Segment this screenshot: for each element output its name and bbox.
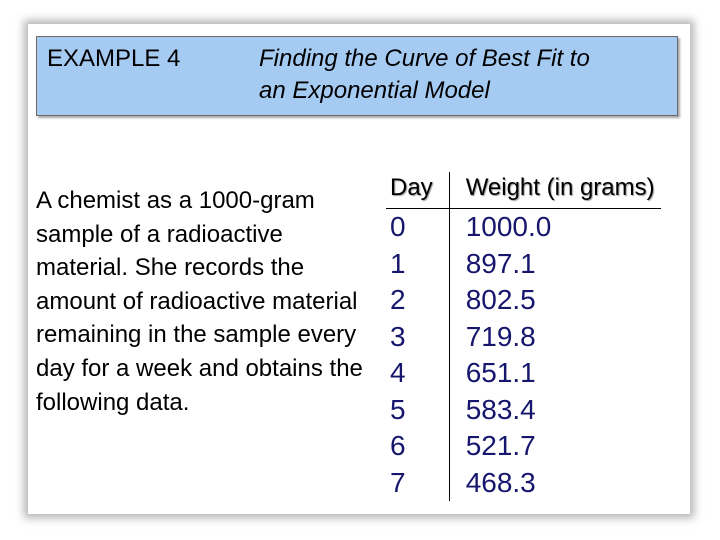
table-row: 0 1000.0 xyxy=(386,208,661,246)
weight-cell: 468.3 xyxy=(465,466,536,498)
weight-cell: 897.1 xyxy=(465,247,536,279)
table-row: 1 897.1 xyxy=(386,245,661,282)
day-cell: 6 xyxy=(386,428,450,465)
problem-statement: A chemist as a 1000-gram sample of a rad… xyxy=(36,187,363,416)
day-cell: 7 xyxy=(386,464,450,501)
header-day: Day xyxy=(386,172,450,209)
day-cell: 0 xyxy=(386,208,450,246)
table-row: 6 521.7 xyxy=(386,428,661,465)
table-row: 5 583.4 xyxy=(386,391,661,428)
day-cell: 3 xyxy=(386,318,450,355)
day-cell: 1 xyxy=(386,245,450,282)
example-label: EXAMPLE 4 xyxy=(47,45,181,72)
weight-cell: 1000.0 xyxy=(465,211,552,242)
day-cell: 2 xyxy=(386,282,450,319)
table-row: 3 719.8 xyxy=(386,318,661,355)
weight-cell: 719.8 xyxy=(465,320,536,352)
table-row: 7 468.3 xyxy=(386,464,661,501)
weight-cell: 521.7 xyxy=(465,430,536,461)
weight-cell: 651.1 xyxy=(465,357,536,388)
day-cell: 4 xyxy=(386,355,450,392)
title-line-2: an Exponential Model xyxy=(259,77,490,104)
day-cell: 5 xyxy=(386,391,450,428)
title-line-1: Finding the Curve of Best Fit to xyxy=(259,45,590,72)
table-row: 2 802.5 xyxy=(386,282,661,319)
data-table: Day Weight (in grams) 0 1000.0 1 897.1 2… xyxy=(386,172,661,501)
title-box: EXAMPLE 4 Finding the Curve of Best Fit … xyxy=(36,36,678,116)
header-weight: Weight (in grams) xyxy=(449,172,661,209)
weight-cell: 802.5 xyxy=(465,284,536,315)
slide-title: Finding the Curve of Best Fit to an Expo… xyxy=(259,43,590,107)
table-header-row: Day Weight (in grams) xyxy=(386,172,661,209)
weight-cell: 583.4 xyxy=(465,393,536,425)
table-row: 4 651.1 xyxy=(386,355,661,392)
